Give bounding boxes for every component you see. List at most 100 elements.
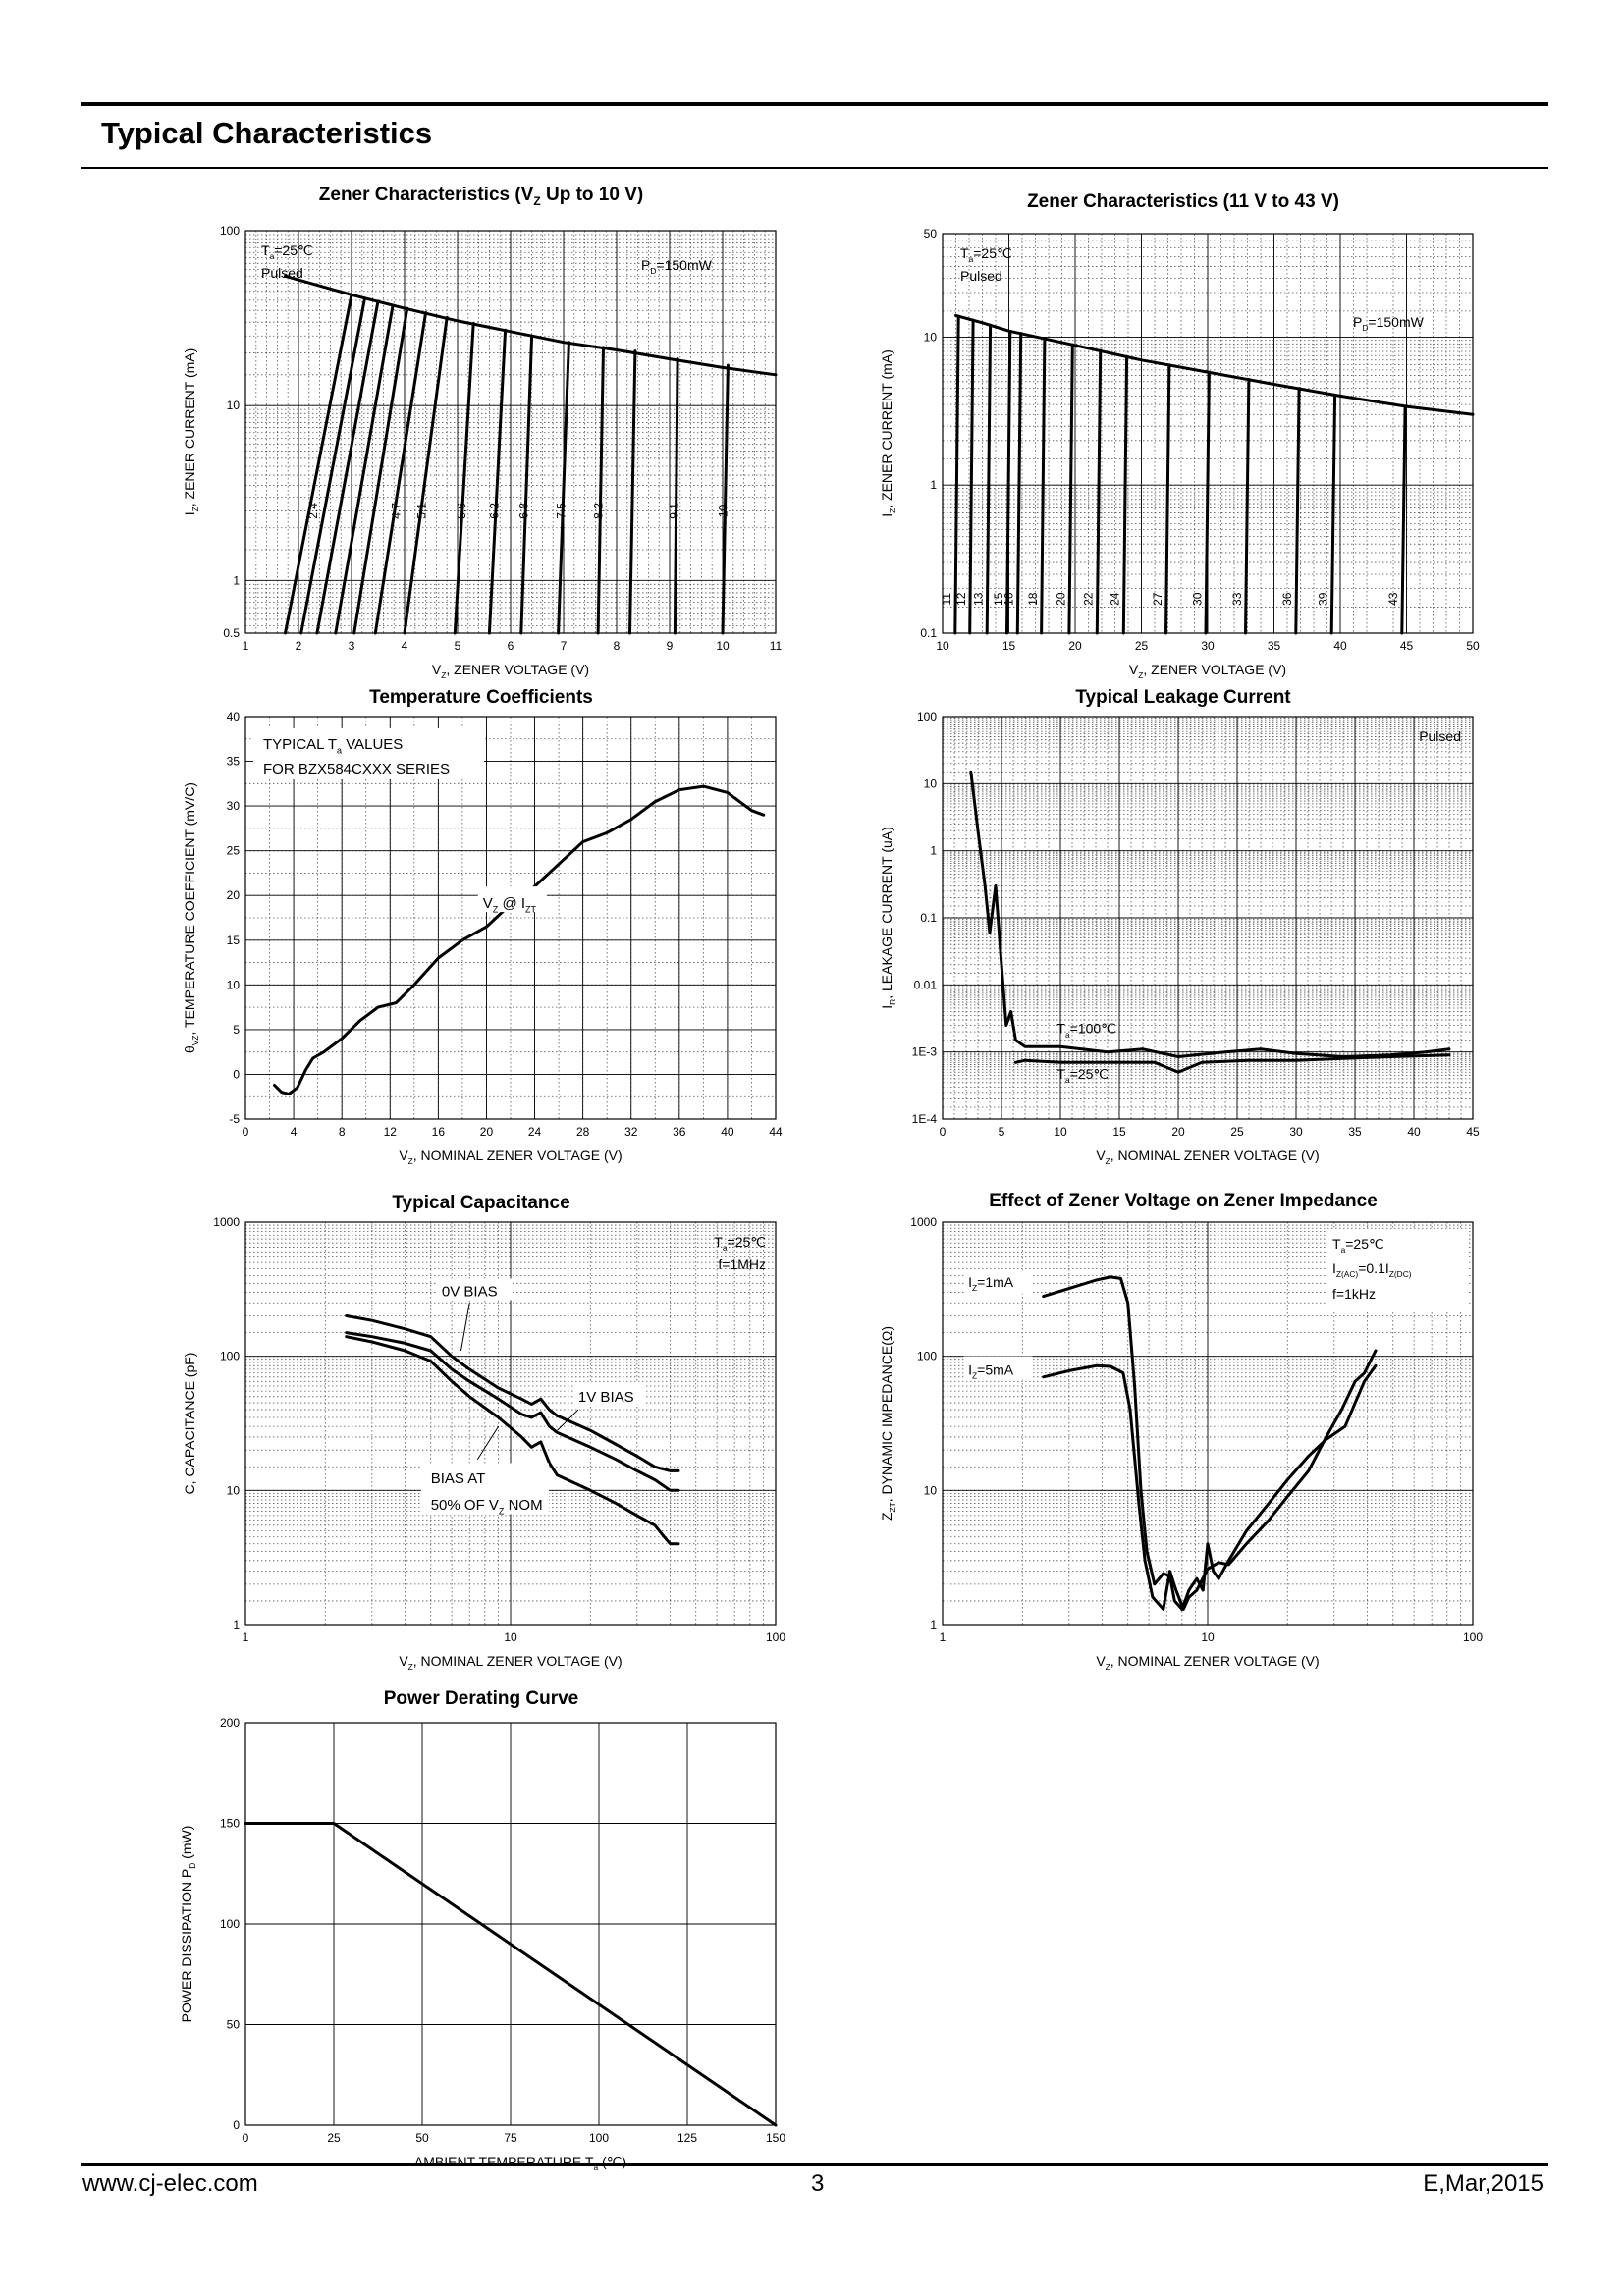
x-tick-label: 45 [1400, 639, 1414, 653]
plot-frame [244, 1722, 777, 2126]
impedance-curve [1042, 1275, 1378, 1611]
y-axis-label-part: ZT [888, 1502, 897, 1512]
y-tick-label: 100 [220, 1917, 240, 1931]
temperature-annotation-part: T [1332, 1236, 1341, 1252]
pulsed-annotation: Pulsed [261, 265, 303, 281]
x-axis-label-part: Z [441, 670, 446, 680]
y-axis-label-part: Z [879, 1512, 894, 1521]
temperature-annotation-part: a [723, 1243, 728, 1253]
x-axis-label-part: a [593, 2163, 598, 2172]
x-tick-label: 100 [1463, 1630, 1483, 1644]
x-axis-label-part: V [399, 1148, 408, 1163]
power-annotation-part: P [1353, 314, 1362, 330]
x-tick-label: 9 [667, 639, 674, 653]
y-tick-label: 0.01 [914, 978, 938, 991]
y-axis-label-part: , ZENER CURRENT (mA) [879, 349, 894, 508]
x-axis-label-part: Z [408, 1156, 413, 1166]
iz1-label-part: I [968, 1274, 972, 1290]
zener-curve [1121, 354, 1129, 635]
power-limit-curve [954, 313, 1475, 416]
current-ratio-annotation: IZ(AC)​=0.1IZ(DC)​ [1332, 1260, 1412, 1279]
x-tick-label: 20 [1171, 1125, 1185, 1139]
x-tick-label: 15 [1112, 1125, 1126, 1139]
y-tick-label: 200 [220, 1716, 240, 1730]
zener-curve [299, 296, 366, 635]
y-tick-label: 5 [233, 1023, 240, 1037]
zener-curve-label: 5.6 [455, 503, 468, 519]
chart-title: Temperature Coefficients [369, 687, 593, 708]
x-tick-label: 8 [614, 639, 621, 653]
x-axis-label-part: V [399, 1653, 408, 1669]
y-tick-label: 0.5 [223, 626, 240, 640]
bias1-label: 1V BIAS [578, 1389, 634, 1406]
chart-title: Typical Capacitance [392, 1193, 570, 1213]
leakage-curve [1013, 1053, 1451, 1074]
temperature-annotation-part: T [261, 242, 270, 258]
x-axis-label-part: , NOMINAL ZENER VOLTAGE (V) [413, 1653, 623, 1669]
x-tick-label: 35 [1268, 639, 1281, 653]
x-tick-label: 100 [766, 1630, 785, 1644]
y-tick-label: 1 [233, 573, 240, 587]
iz5-label-part: Z [972, 1371, 977, 1381]
x-tick-label: 25 [1230, 1125, 1244, 1139]
zener-curve [519, 334, 534, 635]
capacitance-curve [345, 1335, 680, 1546]
zener-curve [1067, 343, 1074, 635]
zener-curve [487, 328, 508, 635]
x-tick-label: 10 [504, 1630, 517, 1644]
y-tick-label: 0 [233, 1067, 240, 1081]
power-annotation-part: P [641, 257, 650, 273]
zener-curve [628, 349, 637, 635]
y-axis-label-part: , LEAKAGE CURRENT (uA) [879, 827, 894, 999]
zener-curve-label: 43 [1386, 592, 1400, 606]
x-tick-label: 12 [384, 1125, 398, 1139]
zener-curve-label: 6.8 [517, 503, 531, 519]
x-axis-label-part: Z [408, 1662, 413, 1672]
annotation-background [963, 1269, 1033, 1294]
zener-curve-label: 10 [716, 504, 730, 517]
y-axis-label-part: , ZENER CURRENT (mA) [182, 348, 197, 507]
temperature-annotation-part: =25℃ [973, 245, 1011, 261]
plot-frame [244, 1221, 777, 1626]
x-tick-label: 28 [576, 1125, 590, 1139]
footer-rule [81, 2163, 1548, 2166]
zener-curve [721, 363, 730, 635]
plot-frame [942, 716, 1474, 1120]
chart-capacitance: Typical Capacitance 1 10 100 1 10 100 1000 Ta​=… [157, 1183, 805, 1693]
chart-title: Zener Characteristics (11 V to 43 V) [1027, 191, 1339, 212]
impedance-plot: 1101001101001000Ta​=25℃IZ(AC)​=0.1IZ(DC)… [879, 1215, 1483, 1672]
y-tick-label: 0.1 [920, 911, 937, 925]
y-axis-label-part: P [179, 1869, 194, 1878]
y-axis-label-part: VZ [190, 1035, 200, 1045]
x-tick-label: 15 [1002, 639, 1016, 653]
y-tick-label: 10 [227, 978, 241, 991]
iz5-label-part: =5mA [977, 1362, 1014, 1377]
header-underline [81, 167, 1548, 169]
x-tick-label: 35 [1348, 1125, 1362, 1139]
plot-frame [244, 230, 777, 634]
zener-curve-label: 9.1 [668, 503, 681, 519]
x-tick-label: 8 [339, 1125, 346, 1139]
frequency-annotation: f=1MHz [718, 1256, 766, 1272]
y-axis-label: POWER DISSIPATION PD​ (mW) [179, 1826, 197, 2023]
y-tick-label: 100 [917, 710, 937, 723]
zener-curve [1095, 348, 1103, 635]
chart-title: Zener Characteristics (VZ Up to 10 V) [318, 185, 644, 208]
x-tick-label: 1 [243, 639, 249, 653]
current-ratio-annotation-part: Z(DC) [1389, 1269, 1412, 1279]
zener-curve [596, 346, 605, 635]
zener-curve-label: 24 [1109, 592, 1122, 606]
power-annotation: PD​=150mW [641, 257, 713, 276]
y-axis-label-part: I [879, 1005, 894, 1009]
typical-values-annotation-part: VALUES [342, 736, 403, 753]
capacitance-curve [345, 1331, 680, 1492]
x-tick-label: 20 [480, 1125, 494, 1139]
x-tick-label: 10 [936, 639, 949, 653]
y-tick-label: 10 [227, 399, 241, 412]
chart-impedance: Effect of Zener Voltage on Zener Impedan… [854, 1183, 1512, 1693]
zener-curve [557, 341, 570, 635]
x-axis-label-part: V [432, 662, 442, 677]
ta100-annotation-part: a [1065, 1030, 1070, 1040]
temperature-annotation: Ta​=25℃ [960, 245, 1012, 264]
y-tick-label: 1 [233, 1618, 240, 1631]
